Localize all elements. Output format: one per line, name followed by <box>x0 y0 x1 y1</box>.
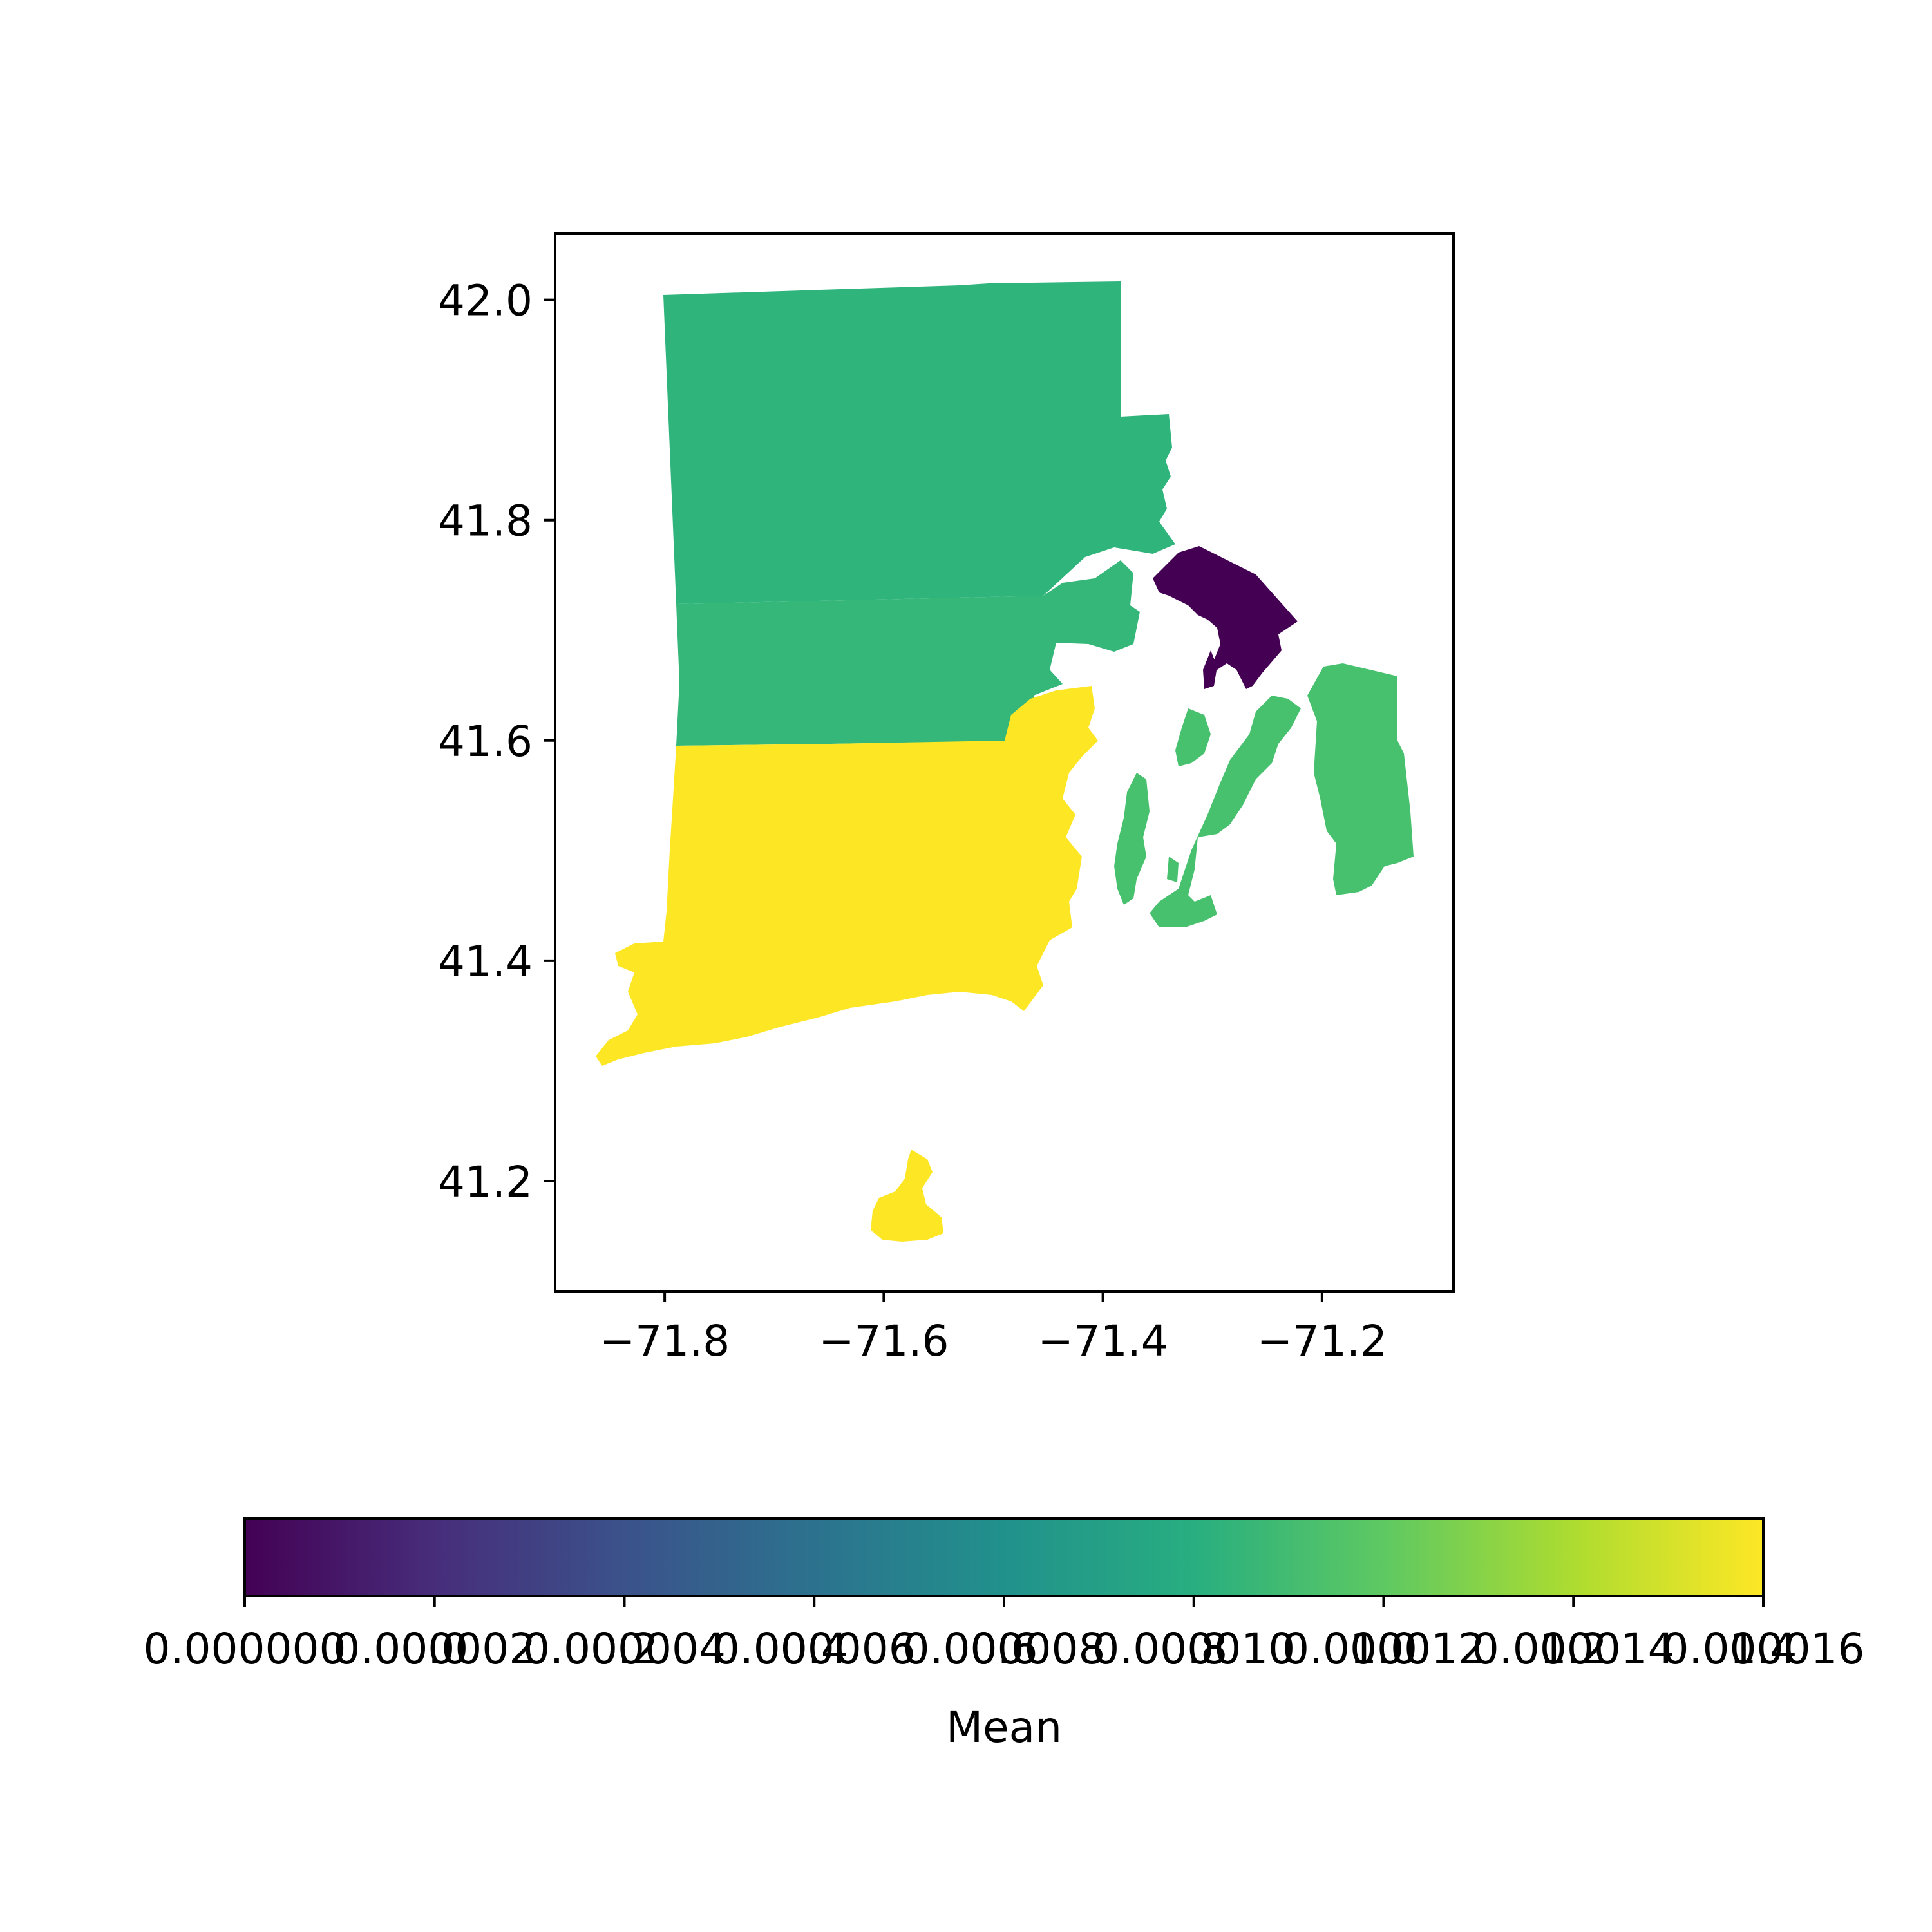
x-tick-label: −71.2 <box>1257 1316 1387 1366</box>
colorbar-tick-label: 0.000006 <box>713 1624 916 1674</box>
region-washington[interactable] <box>596 686 1098 1066</box>
colorbar-tick-label: 0.000016 <box>1662 1624 1865 1674</box>
colorbar-offset-label: 1.4 <box>1730 1624 1797 1674</box>
map-axes: −71.8 −71.6 −71.4 −71.2 42.0 41.8 41.6 41.4 41.… <box>438 232 1455 1366</box>
colorbar-tick-label: 0.000014 <box>1472 1624 1675 1674</box>
colorbar-offset-label: 0.4 <box>781 1624 848 1674</box>
x-tick-label: −71.6 <box>819 1316 949 1366</box>
colorbar-offset-label: 0.0 <box>401 1624 468 1674</box>
region-newport-conanicut[interactable] <box>1114 773 1150 905</box>
colorbar-tick-label: 0.000012 <box>1282 1624 1485 1674</box>
colorbar-tick-label: 0.000002 <box>333 1624 536 1674</box>
y-tick-label: 42.0 <box>438 276 533 326</box>
region-newport-east[interactable] <box>1307 663 1414 895</box>
colorbar-offset-label: 0.6 <box>971 1624 1038 1674</box>
x-tick-label: −71.4 <box>1037 1316 1168 1366</box>
colorbar-gradient <box>243 1517 1765 1597</box>
region-newport-prudence[interactable] <box>1175 708 1211 766</box>
x-axis-ticks: −71.8 −71.6 −71.4 −71.2 <box>600 1291 1387 1366</box>
region-newport-small-isle[interactable] <box>1167 857 1179 882</box>
region-providence[interactable] <box>663 281 1175 604</box>
colorbar-tick-label: 0.000008 <box>903 1624 1106 1674</box>
region-newport-aquidneck[interactable] <box>1150 696 1301 927</box>
colorbar: 0.0000000.0000020.0000040.0000060.000008… <box>144 1517 1865 1752</box>
colorbar-offset-label: 0.8 <box>1160 1624 1227 1674</box>
region-bristol-point[interactable] <box>1203 650 1217 689</box>
y-axis-ticks: 42.0 41.8 41.6 41.4 41.2 <box>438 276 555 1207</box>
y-tick-label: 41.6 <box>438 717 533 766</box>
colorbar-offset-label: 1.2 <box>1540 1624 1607 1674</box>
colorbar-label: Mean <box>946 1703 1062 1752</box>
region-kent[interactable] <box>676 560 1140 746</box>
axes-frame <box>554 232 1455 1293</box>
colorbar-tick-label: 0.000010 <box>1092 1624 1295 1674</box>
region-bristol[interactable] <box>1153 546 1298 689</box>
colorbar-tick-label: 0.000000 <box>144 1624 346 1674</box>
colorbar-offset-label: 1.0 <box>1350 1624 1417 1674</box>
colorbar-tick-label: 0.000004 <box>523 1624 726 1674</box>
region-washington-block-island[interactable] <box>871 1150 943 1242</box>
x-tick-label: −71.8 <box>600 1316 730 1366</box>
y-tick-label: 41.2 <box>438 1157 533 1207</box>
colorbar-ticks: 0.0000000.0000020.0000040.0000060.000008… <box>144 1596 1865 1674</box>
y-tick-label: 41.8 <box>438 497 533 546</box>
colorbar-offset-label: 0.2 <box>591 1624 658 1674</box>
y-tick-label: 41.4 <box>438 937 533 987</box>
